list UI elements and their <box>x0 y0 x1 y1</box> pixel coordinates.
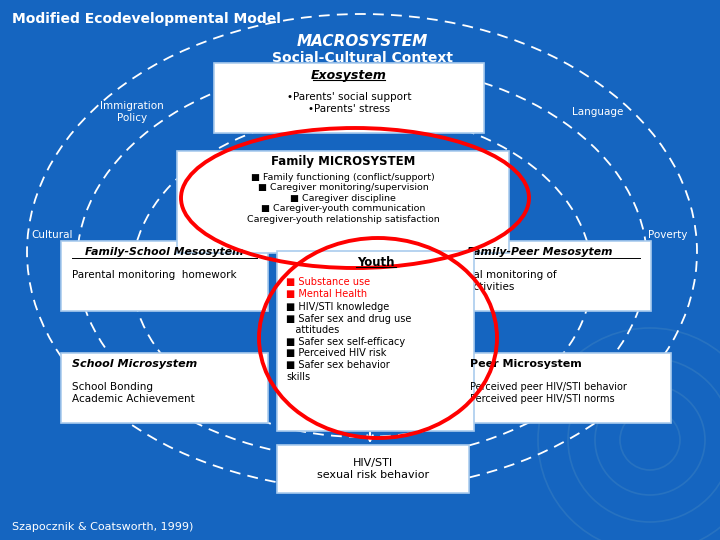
Text: Social-Cultural Context: Social-Cultural Context <box>271 51 452 65</box>
FancyBboxPatch shape <box>459 353 671 423</box>
Text: MACROSYSTEM: MACROSYSTEM <box>297 35 428 50</box>
Text: •Parents' social support: •Parents' social support <box>287 92 411 102</box>
FancyBboxPatch shape <box>214 63 484 133</box>
Text: •Parents' stress: •Parents' stress <box>308 104 390 114</box>
Text: ■ Substance use
■ Mental Health: ■ Substance use ■ Mental Health <box>286 277 370 299</box>
Text: Modified Ecodevelopmental Model: Modified Ecodevelopmental Model <box>12 12 281 26</box>
Text: School Bonding
Academic Achievement: School Bonding Academic Achievement <box>72 382 194 403</box>
Text: Parental monitoring of
peer activities: Parental monitoring of peer activities <box>440 270 557 292</box>
Text: Youth: Youth <box>356 255 395 268</box>
Text: Family-School Mesosytem: Family-School Mesosytem <box>85 247 244 257</box>
Text: Exosystem: Exosystem <box>311 69 387 82</box>
Text: Szapocznik & Coatsworth, 1999): Szapocznik & Coatsworth, 1999) <box>12 522 194 532</box>
FancyBboxPatch shape <box>177 151 509 253</box>
Text: Poverty: Poverty <box>648 230 688 240</box>
Text: Peer Microsystem: Peer Microsystem <box>470 359 582 369</box>
FancyBboxPatch shape <box>61 353 268 423</box>
Text: Family-Peer Mesosytem: Family-Peer Mesosytem <box>467 247 613 257</box>
Text: Cultural: Cultural <box>31 230 73 240</box>
Text: Parental monitoring  homework: Parental monitoring homework <box>72 270 237 280</box>
Text: Immigration
Policy: Immigration Policy <box>100 101 164 123</box>
Text: ■ Family functioning (conflict/support)
■ Caregiver monitoring/supervision
■ Car: ■ Family functioning (conflict/support) … <box>247 173 439 224</box>
Text: HIV/STI
sexual risk behavior: HIV/STI sexual risk behavior <box>317 458 429 480</box>
Text: ■ HIV/STI knowledge
■ Safer sex and drug use
   attitudes
■ Safer sex self-effic: ■ HIV/STI knowledge ■ Safer sex and drug… <box>286 302 411 382</box>
FancyBboxPatch shape <box>277 445 469 493</box>
FancyBboxPatch shape <box>277 251 474 431</box>
Text: Language: Language <box>572 107 624 117</box>
FancyBboxPatch shape <box>429 241 651 311</box>
Text: Perceived peer HIV/STI behavior
Perceived peer HIV/STI norms: Perceived peer HIV/STI behavior Perceive… <box>470 382 627 403</box>
FancyBboxPatch shape <box>61 241 268 311</box>
Text: Family MICROSYSTEM: Family MICROSYSTEM <box>271 154 415 167</box>
Text: School Microsystem: School Microsystem <box>72 359 197 369</box>
